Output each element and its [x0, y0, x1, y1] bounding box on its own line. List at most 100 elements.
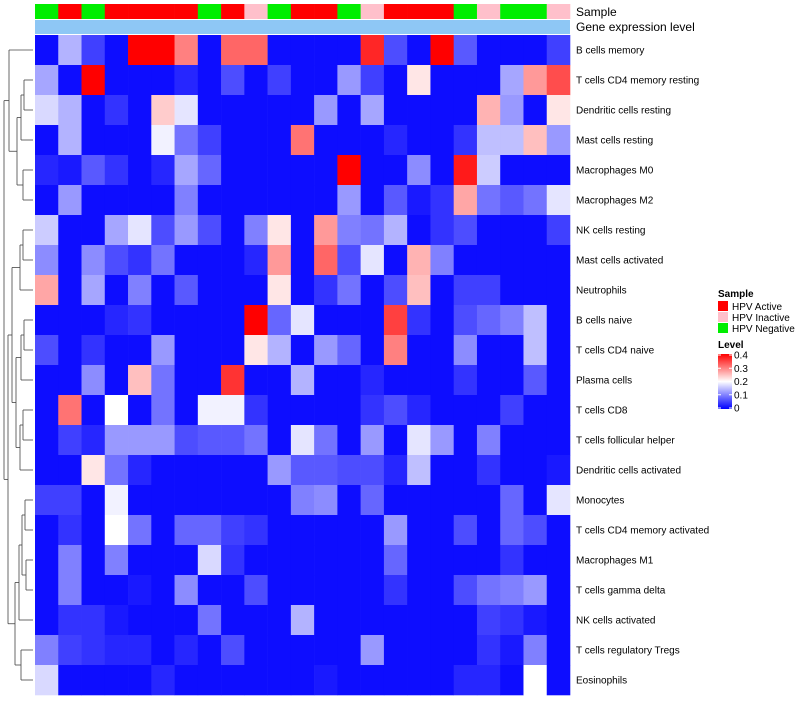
heatmap-cell — [81, 305, 106, 336]
heatmap-cell — [81, 455, 106, 486]
heatmap-cell — [430, 35, 454, 66]
heatmap-cell — [360, 425, 385, 456]
heatmap-cell — [523, 245, 548, 276]
heatmap-cell — [128, 545, 152, 576]
heatmap-cell — [360, 215, 385, 246]
heatmap-cell — [151, 515, 175, 546]
heatmap-cell — [267, 185, 292, 216]
sample-legend-label: HPV Active — [732, 302, 782, 313]
heatmap-cell — [104, 275, 129, 306]
heatmap-cell — [197, 275, 222, 306]
heatmap-cell — [151, 455, 175, 486]
heatmap-cell — [174, 95, 199, 126]
heatmap-cell — [58, 335, 82, 366]
heatmap-cell — [337, 305, 361, 336]
heatmap-cell — [58, 665, 82, 696]
heatmap-cell — [500, 305, 524, 336]
heatmap-cell — [244, 185, 268, 216]
heatmap-cell — [244, 275, 268, 306]
heatmap-cell — [81, 605, 106, 636]
heatmap-cell — [383, 335, 408, 366]
sample-annotation-cell — [58, 4, 82, 19]
heatmap-cell — [35, 185, 59, 216]
heatmap-cell — [197, 395, 222, 426]
heatmap-cell — [523, 665, 548, 696]
heatmap-cell — [174, 455, 199, 486]
row-labels: B cells memory T cells CD4 memory resting… — [576, 46, 709, 687]
heatmap-cell — [290, 305, 315, 336]
heatmap-cell — [267, 605, 292, 636]
heatmap-cell — [267, 245, 292, 276]
heatmap-cell — [337, 155, 361, 186]
row-label: T cells CD4 memory activated — [576, 526, 709, 537]
heatmap-cells — [35, 35, 571, 696]
heatmap-cell — [453, 245, 478, 276]
heatmap-cell — [337, 35, 361, 66]
heatmap-cell — [197, 245, 222, 276]
heatmap-cell — [407, 485, 431, 516]
heatmap-cell — [453, 335, 478, 366]
heatmap-cell — [267, 455, 292, 486]
heatmap-cell — [128, 155, 152, 186]
heatmap-cell — [58, 425, 82, 456]
heatmap-cell — [81, 485, 106, 516]
heatmap-cell — [290, 245, 315, 276]
heatmap-cell — [360, 65, 385, 96]
heatmap-cell — [453, 455, 478, 486]
heatmap-cell — [244, 365, 268, 396]
heatmap-cell — [314, 215, 338, 246]
heatmap-cell — [151, 575, 175, 606]
heatmap-cell — [128, 275, 152, 306]
heatmap-cell — [221, 635, 245, 666]
heatmap-cell — [174, 305, 199, 336]
heatmap-cell — [244, 305, 268, 336]
heatmap-cell — [128, 485, 152, 516]
row-label: Macrophages M1 — [576, 556, 654, 567]
heatmap-cell — [523, 155, 548, 186]
heatmap-cell — [35, 485, 59, 516]
heatmap-cell — [35, 455, 59, 486]
heatmap-cell — [407, 185, 431, 216]
heatmap-cell — [337, 335, 361, 366]
heatmap-cell — [360, 365, 385, 396]
heatmap-cell — [104, 35, 129, 66]
heatmap-cell — [500, 215, 524, 246]
heatmap-cell — [58, 95, 82, 126]
heatmap-cell — [104, 545, 129, 576]
heatmap-cell — [407, 605, 431, 636]
heatmap-cell — [58, 185, 82, 216]
heatmap-cell — [453, 395, 478, 426]
heatmap-cell — [523, 185, 548, 216]
level-legend: Level 0.4 0.3 0.2 0.1 0 — [718, 340, 748, 415]
level-legend-tick-label: 0.2 — [734, 377, 748, 388]
heatmap-cell — [337, 125, 361, 156]
heatmap-cell — [500, 365, 524, 396]
sample-annotation-cell — [407, 4, 431, 19]
heatmap-cell — [383, 455, 408, 486]
sample-annotation-cell — [244, 4, 268, 19]
heatmap-cell — [290, 395, 315, 426]
heatmap-cell — [360, 605, 385, 636]
heatmap-cell — [314, 605, 338, 636]
row-label: Mast cells resting — [576, 136, 653, 147]
annotation-label-sample: Sample — [576, 5, 617, 19]
heatmap-cell — [197, 95, 222, 126]
heatmap-cell — [453, 305, 478, 336]
heatmap-cell — [197, 635, 222, 666]
heatmap-cell — [407, 245, 431, 276]
heatmap-cell — [453, 95, 478, 126]
heatmap-cell — [267, 125, 292, 156]
heatmap-cell — [430, 425, 454, 456]
sample-legend-label: HPV Inactive — [732, 313, 790, 324]
heatmap-cell — [290, 185, 315, 216]
heatmap-cell — [151, 545, 175, 576]
heatmap-cell — [151, 335, 175, 366]
heatmap-cell — [430, 545, 454, 576]
level-legend-tick-label: 0.3 — [734, 364, 748, 375]
sample-annotation-cell — [104, 4, 129, 19]
heatmap-cell — [337, 605, 361, 636]
heatmap-cell — [546, 335, 571, 366]
heatmap-cell — [244, 35, 268, 66]
heatmap-cell — [151, 485, 175, 516]
heatmap-cell — [81, 215, 106, 246]
